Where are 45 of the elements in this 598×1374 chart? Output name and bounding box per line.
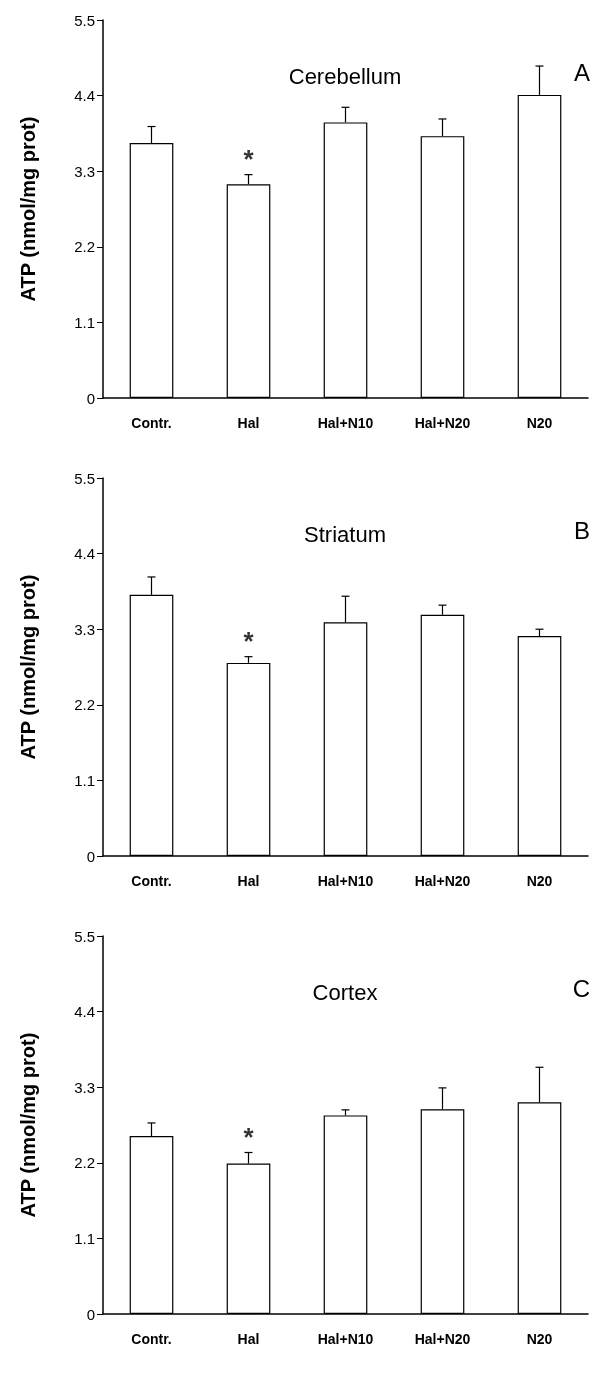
y-tick-label: 2.2: [74, 696, 95, 714]
y-tick-label: 3.3: [74, 1078, 95, 1096]
x-tick-label: Hal: [237, 873, 260, 889]
annotation: A: [573, 58, 591, 86]
y-tick-label: 3.3: [74, 620, 95, 638]
annotation: B: [573, 516, 591, 544]
y-tick-label: 5.5: [74, 469, 95, 487]
y-tick-label: 2.2: [74, 1154, 95, 1172]
y-tick-label: 0: [86, 389, 95, 407]
y-tick-label: 4.4: [74, 545, 95, 563]
x-tick-label: Hal+N10: [317, 873, 374, 889]
x-tick-label: Contr.: [131, 1331, 172, 1347]
x-tick-label: N20: [526, 415, 553, 431]
annotation: C: [572, 974, 591, 1002]
y-tick-label: 0: [86, 847, 95, 865]
text: Striatum: [304, 521, 386, 547]
x-tick-label: Hal+N10: [317, 415, 374, 431]
annotation: *: [243, 144, 255, 175]
x-tick-label: Hal+N20: [414, 873, 471, 889]
y-tick-label: 1.1: [74, 1229, 95, 1247]
x-tick-label: Hal: [237, 415, 260, 431]
x-tick-label: N20: [526, 1331, 553, 1347]
x-tick-label: Hal+N20: [414, 415, 471, 431]
y-axis-title: ATP (nmol/mg prot): [17, 574, 39, 760]
x-tick-label: Hal+N20: [414, 1331, 471, 1347]
y-tick-label: 2.2: [74, 238, 95, 256]
y-tick-label: 1.1: [74, 771, 95, 789]
text: Cerebellum: [288, 63, 402, 89]
x-tick-label: N20: [526, 873, 553, 889]
y-axis-title: ATP (nmol/mg prot): [17, 116, 39, 302]
y-axis-title: ATP (nmol/mg prot): [17, 1032, 39, 1218]
x-tick-label: Contr.: [131, 873, 172, 889]
y-tick-label: 4.4: [74, 87, 95, 105]
x-tick-label: Hal: [237, 1331, 260, 1347]
x-tick-label: Contr.: [131, 415, 172, 431]
annotation: *: [243, 1121, 255, 1152]
x-tick-label: Hal+N10: [317, 1331, 374, 1347]
y-tick-label: 4.4: [74, 1003, 95, 1021]
text: Cortex: [312, 979, 378, 1005]
y-tick-label: 5.5: [74, 927, 95, 945]
y-tick-label: 3.3: [74, 162, 95, 180]
y-tick-label: 1.1: [74, 313, 95, 331]
y-tick-label: 5.5: [74, 11, 95, 29]
y-tick-label: 0: [86, 1305, 95, 1323]
annotation: *: [243, 626, 255, 657]
